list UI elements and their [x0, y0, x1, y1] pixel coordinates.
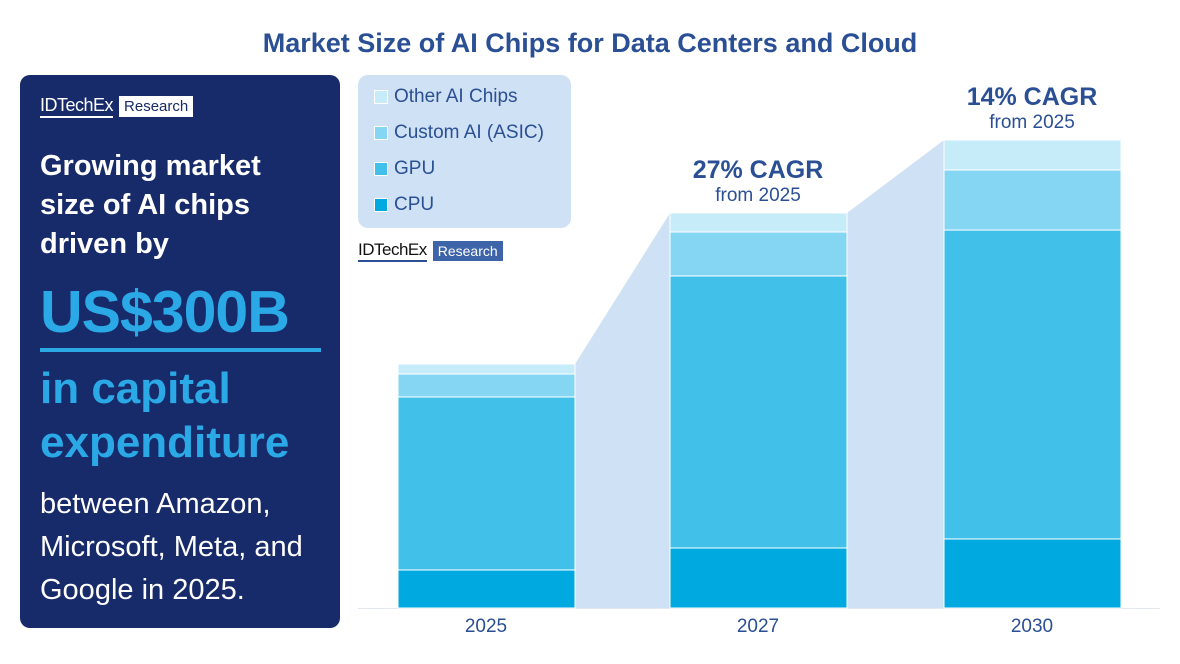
panel-amount: US$300B [40, 279, 290, 345]
chart-logo: IDTechEx Research [358, 240, 503, 262]
logo-name: IDTechEx [40, 95, 114, 118]
bar-segment-2027-cpu [669, 547, 848, 609]
annotation-2027: 27% CAGR from 2025 [658, 156, 858, 207]
legend-swatch [374, 162, 388, 176]
bar-segment-2025-other-ai-chips [397, 363, 576, 375]
cagr-label: 27% CAGR [692, 156, 824, 184]
legend-item-cpu: CPU [374, 194, 434, 216]
idtechex-logo: IDTechEx Research [40, 95, 194, 118]
x-tick-2027: 2027 [736, 616, 780, 637]
legend-label: GPU [394, 158, 436, 179]
info-panel: IDTechEx Research Growing market size of… [20, 75, 340, 628]
legend-swatch [374, 198, 388, 212]
divider [40, 348, 321, 352]
legend-item-other: Other AI Chips [374, 86, 518, 108]
x-tick-2025: 2025 [464, 616, 508, 637]
legend: Other AI Chips Custom AI (ASIC) GPU CPU [358, 75, 571, 228]
panel-caption: in capital expenditure [40, 364, 290, 467]
legend-label: Other AI Chips [394, 86, 518, 107]
panel-headline: Growing market size of AI chips driven b… [40, 150, 261, 260]
legend-label: Custom AI (ASIC) [394, 122, 544, 143]
cagr-label: 14% CAGR [966, 83, 1098, 111]
bar-segment-2025-custom-ai-asic- [397, 373, 576, 398]
growth-connector [575, 212, 670, 609]
legend-item-asic: Custom AI (ASIC) [374, 122, 544, 144]
legend-swatch [374, 126, 388, 140]
bar-segment-2025-gpu [397, 396, 576, 571]
legend-label: CPU [394, 194, 435, 215]
bar-segment-2027-gpu [669, 275, 848, 549]
logo-name: IDTechEx [358, 240, 427, 262]
chart-title: Market Size of AI Chips for Data Centers… [262, 28, 918, 58]
cagr-sub: from 2025 [715, 185, 801, 206]
x-tick-2030: 2030 [1010, 616, 1054, 637]
growth-connector [847, 140, 944, 608]
bar-segment-2025-cpu [397, 569, 576, 609]
annotation-2030: 14% CAGR from 2025 [932, 83, 1132, 134]
bar-segment-2030-cpu [943, 538, 1122, 609]
panel-footer: between Amazon, Microsoft, Meta, and Goo… [40, 488, 303, 606]
legend-swatch [374, 90, 388, 104]
bar-segment-2027-other-ai-chips [669, 212, 848, 233]
bar-segment-2030-gpu [943, 229, 1122, 540]
logo-tag: Research [432, 241, 503, 261]
bar-segment-2027-custom-ai-asic- [669, 231, 848, 277]
bar-segment-2030-other-ai-chips [943, 139, 1122, 171]
bar-segment-2030-custom-ai-asic- [943, 169, 1122, 231]
cagr-sub: from 2025 [989, 112, 1075, 133]
logo-tag: Research [119, 96, 194, 117]
legend-item-gpu: GPU [374, 158, 435, 180]
